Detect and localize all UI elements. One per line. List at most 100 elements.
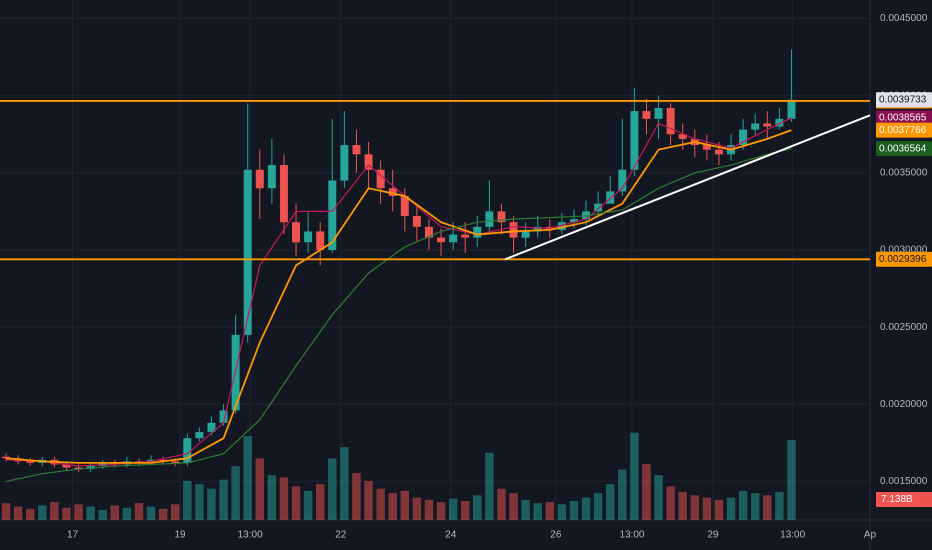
x-tick-label: 13:00 [619, 530, 644, 541]
price-tag [876, 122, 932, 138]
volume-bar [485, 452, 494, 520]
volume-bar [243, 436, 252, 520]
volume-bar [195, 484, 204, 520]
x-tick-label: 13:00 [780, 530, 805, 541]
volume-bar [460, 500, 470, 520]
x-tick-label: 29 [707, 530, 719, 541]
candle-body [594, 203, 603, 212]
volume-bar [86, 506, 95, 520]
y-tick-label: 0.0020000 [880, 399, 928, 410]
volume-bar [593, 493, 603, 520]
volume-bar [569, 500, 579, 520]
volume-bar [303, 490, 313, 520]
candle-body [183, 438, 192, 463]
volume-bar [279, 477, 289, 520]
volume-bar [618, 469, 627, 520]
price-tag-label: 0.0038565 [879, 112, 927, 123]
x-tick-label: 24 [445, 530, 457, 541]
volume-bar [678, 492, 687, 520]
volume-bar [50, 502, 59, 520]
trendline [504, 114, 871, 261]
volume-bar [25, 508, 35, 520]
candle-body [630, 111, 639, 170]
candle-body [497, 211, 506, 223]
candle-body [582, 211, 591, 220]
price-tag-label: 0.0029396 [879, 254, 927, 265]
volume-bar [13, 506, 23, 520]
volume-bar [340, 447, 349, 520]
candle-body [279, 165, 288, 223]
candle-body [388, 188, 397, 196]
volume-bar [666, 486, 675, 520]
volume-bar [219, 479, 228, 520]
candle-body [364, 154, 373, 170]
y-tick-label: 0.0030000 [880, 245, 928, 256]
volume-bar [231, 466, 240, 520]
candle-body [618, 169, 627, 192]
volume-bar [134, 503, 144, 520]
candle-body [763, 123, 772, 127]
candle-body [304, 231, 313, 243]
y-tick-label: 0.0015000 [880, 476, 928, 487]
volume-bar [122, 507, 132, 520]
volume-bar [726, 497, 736, 520]
volume-bar [787, 440, 796, 520]
candle-body [424, 226, 433, 238]
candle-body [533, 226, 542, 232]
x-tick-label: 19 [174, 530, 186, 541]
volume-bar [110, 505, 120, 520]
volume-bar [98, 509, 107, 520]
volume-bar [291, 486, 301, 520]
candle-body [569, 219, 578, 223]
volume-bar [315, 484, 325, 520]
y-tick-label: 0.0045000 [880, 13, 928, 24]
candle-body [328, 180, 337, 250]
volume-bar [533, 503, 542, 520]
volume-bar [642, 464, 651, 520]
volume-bar [581, 497, 591, 520]
x-tick-label: 17 [67, 530, 79, 541]
volume-bar [352, 472, 361, 520]
moving-average [5, 129, 792, 464]
candle-body [437, 237, 446, 243]
volume-bar [74, 504, 83, 520]
y-tick-label: 0.0035000 [880, 167, 928, 178]
candle-body [219, 410, 228, 423]
candle-body [521, 231, 530, 238]
candle-body [751, 123, 760, 130]
volume-bar [158, 508, 168, 520]
volume-bar [448, 498, 458, 520]
volume-bar [545, 502, 555, 520]
candle-body [316, 231, 325, 250]
candle-body [255, 169, 264, 189]
volume-bar [400, 490, 410, 520]
volume-bar [763, 495, 772, 520]
candle-body [654, 108, 663, 119]
candle-body [2, 456, 11, 459]
x-tick-label: 13:00 [238, 530, 263, 541]
candle-body [473, 226, 482, 238]
volume-bar [436, 502, 446, 520]
candle-body [400, 195, 409, 217]
price-tag [876, 92, 932, 108]
candle-body [702, 145, 711, 150]
volume-bar [170, 504, 180, 520]
candle-body [62, 464, 71, 468]
volume-bar [1, 503, 11, 520]
candle-body [714, 149, 723, 155]
candle-body [340, 145, 349, 181]
volume-bar [509, 493, 518, 520]
y-tick-label: 0.0025000 [880, 322, 928, 333]
volume-bar [183, 480, 192, 520]
price-tag-label: 0.0036564 [879, 143, 927, 154]
volume-bar [38, 505, 47, 520]
candle-body [666, 108, 675, 135]
candle-body [606, 191, 615, 204]
volume-bar [376, 488, 385, 520]
candle-body [461, 234, 470, 238]
volume-bar [328, 458, 337, 520]
candle-body [412, 216, 421, 227]
candle-body [195, 432, 204, 439]
